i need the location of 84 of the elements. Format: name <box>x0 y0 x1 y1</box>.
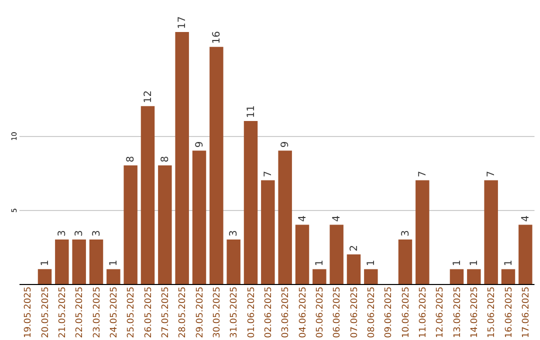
data-label: 3 <box>56 230 68 237</box>
data-label: 4 <box>520 215 532 222</box>
x-tick-label: 23.05.2025 <box>92 286 102 338</box>
x-tick-label: 17.06.2025 <box>521 286 532 338</box>
x-tick-label: 01.06.2025 <box>246 286 257 338</box>
data-label: 8 <box>126 156 137 162</box>
bar <box>210 46 224 284</box>
bar <box>244 120 258 284</box>
bar <box>261 180 275 284</box>
bar <box>38 269 52 284</box>
x-tick-label: 13.06.2025 <box>452 286 463 338</box>
bar <box>416 180 430 284</box>
bar <box>295 224 310 284</box>
data-label: 1 <box>40 260 51 266</box>
x-tick-label: 07.06.2025 <box>350 286 360 338</box>
bar <box>226 240 240 284</box>
data-label: 1 <box>108 260 120 266</box>
x-tick-label: 11.06.2025 <box>418 286 428 338</box>
x-tick-label: 14.06.2025 <box>470 286 480 338</box>
x-tick-label: 30.05.2025 <box>212 286 222 338</box>
x-tick-label: 09.06.2025 <box>384 286 394 338</box>
bar <box>158 165 172 284</box>
bar <box>106 269 120 284</box>
data-label: 9 <box>280 141 292 148</box>
bar <box>175 32 189 284</box>
data-label: 4 <box>332 215 343 222</box>
data-label: 1 <box>452 260 463 266</box>
x-tick-label: 02.06.2025 <box>264 286 274 338</box>
bar <box>364 269 378 284</box>
data-label: 7 <box>417 170 428 178</box>
data-label: 1 <box>503 260 514 266</box>
data-label: 9 <box>194 141 206 148</box>
bar <box>330 224 344 284</box>
x-tick-label: 31.05.2025 <box>230 286 240 338</box>
bar <box>140 106 155 284</box>
bar <box>89 240 104 284</box>
data-label: 2 <box>348 244 360 252</box>
data-label: 1 <box>366 260 377 266</box>
x-tick-label: 15.06.2025 <box>487 286 498 338</box>
x-tick-label: 28.05.2025 <box>178 286 188 338</box>
x-tick-label: 24.05.2025 <box>109 286 120 338</box>
x-tick-label: 19.05.2025 <box>24 286 34 338</box>
x-tick-label: 03.06.2025 <box>281 286 292 338</box>
data-label: 7 <box>486 170 498 178</box>
data-label: 8 <box>160 156 171 162</box>
data-label: 11 <box>246 105 257 118</box>
bar <box>124 165 138 284</box>
bar <box>484 180 498 284</box>
x-tick-label: 21.05.2025 <box>58 286 68 338</box>
data-label: 7 <box>262 170 274 178</box>
x-tick-label: 05.06.2025 <box>315 286 326 338</box>
x-tick-label: 25.05.2025 <box>126 286 137 338</box>
x-tick-label: 10.06.2025 <box>401 286 412 338</box>
bar <box>467 269 481 284</box>
data-label: 1 <box>468 260 480 266</box>
bar <box>55 240 69 284</box>
bar <box>312 269 326 284</box>
data-label: 4 <box>297 215 308 222</box>
x-tick-label: 27.05.2025 <box>160 286 171 338</box>
data-label: 3 <box>400 230 412 237</box>
x-tick-label: 08.06.2025 <box>366 286 377 338</box>
x-tick-label: 16.06.2025 <box>504 286 514 338</box>
x-tick-label: 04.06.2025 <box>298 286 308 338</box>
data-label: 3 <box>74 230 86 237</box>
x-tick-label: 22.05.2025 <box>75 286 86 338</box>
bar <box>518 224 532 284</box>
bar <box>450 269 464 284</box>
x-tick-label: 26.05.2025 <box>144 286 154 338</box>
x-tick-label: 06.06.2025 <box>332 286 343 338</box>
data-label: 1 <box>314 260 326 266</box>
x-tick-label: 12.06.2025 <box>436 286 446 338</box>
data-label: 3 <box>228 230 240 237</box>
bar <box>346 254 361 284</box>
data-label: 3 <box>91 230 102 237</box>
data-label: 16 <box>211 31 222 44</box>
bar <box>398 240 412 284</box>
bar <box>278 150 292 284</box>
data-label: 17 <box>177 16 188 29</box>
x-tick-label: 29.05.2025 <box>195 286 206 338</box>
data-label: 12 <box>142 90 154 104</box>
x-tick-label: 20.05.2025 <box>40 286 51 338</box>
bar <box>192 150 206 284</box>
bar <box>501 269 516 284</box>
bar <box>72 240 86 284</box>
